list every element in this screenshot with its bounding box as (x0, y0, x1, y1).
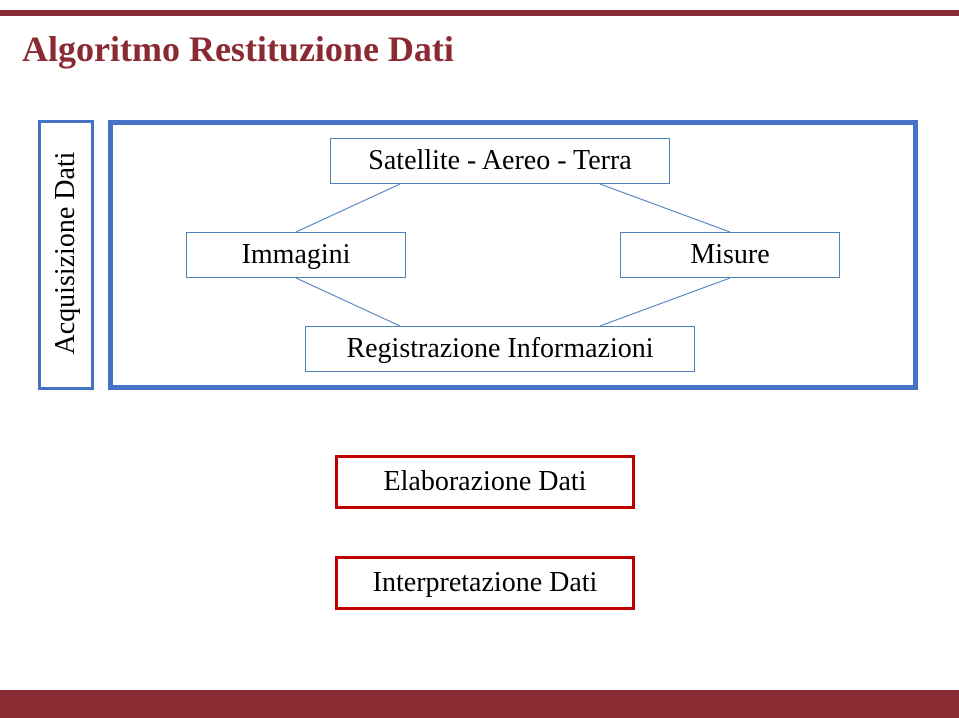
node-label: Immagini (242, 239, 351, 271)
node-elaborazione: Elaborazione Dati (335, 455, 635, 509)
node-label: Interpretazione Dati (373, 567, 598, 599)
top-accent-stripe (0, 10, 959, 16)
node-label: Registrazione Informazioni (346, 333, 653, 365)
node-label: Satellite - Aereo - Terra (368, 145, 631, 177)
node-immagini: Immagini (186, 232, 406, 278)
page-title: Algoritmo Restituzione Dati (22, 28, 454, 70)
node-label: Misure (690, 239, 769, 271)
node-registrazione: Registrazione Informazioni (305, 326, 695, 372)
footer-bar (0, 680, 959, 718)
node-interpretazione: Interpretazione Dati (335, 556, 635, 610)
node-satellite-aereo-terra: Satellite - Aereo - Terra (330, 138, 670, 184)
node-label: Elaborazione Dati (384, 466, 587, 498)
acquisition-sidebar-label: Acquisizione Dati (50, 118, 82, 388)
node-misure: Misure (620, 232, 840, 278)
footer-inner-stripe (0, 680, 959, 690)
